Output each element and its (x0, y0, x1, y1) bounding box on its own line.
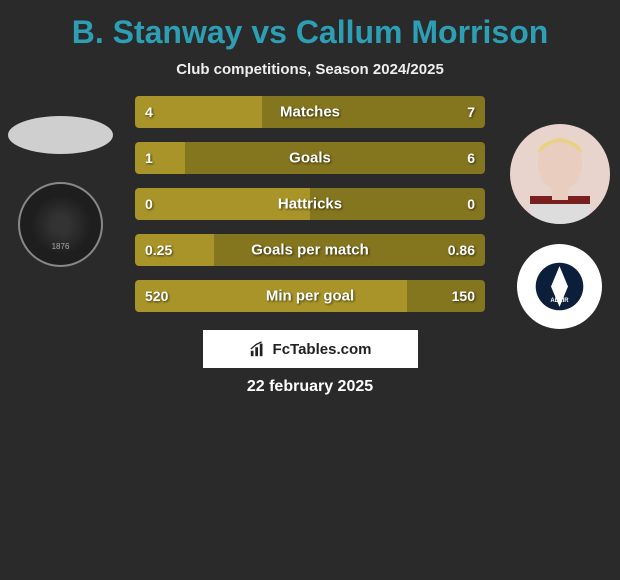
stat-label: Matches (280, 104, 340, 121)
stat-left-value: 1 (145, 150, 153, 166)
stat-left-value: 4 (145, 104, 153, 120)
player-left-avatar (8, 116, 113, 154)
brand-box[interactable]: FcTables.com (203, 330, 418, 368)
date-label: 22 february 2025 (0, 378, 620, 396)
stat-right-value: 0 (467, 196, 475, 212)
bar-left-fill (135, 142, 185, 174)
brand-label: FcTables.com (273, 341, 372, 358)
stat-label: Min per goal (266, 288, 354, 305)
stat-right-value: 150 (452, 288, 475, 304)
stat-right-value: 7 (467, 104, 475, 120)
bar-left-fill (135, 96, 262, 128)
stat-left-value: 520 (145, 288, 168, 304)
page-title: B. Stanway vs Callum Morrison (0, 14, 620, 51)
player-left-column (8, 96, 113, 267)
club-left-crest (18, 182, 103, 267)
subtitle: Club competitions, Season 2024/2025 (0, 61, 620, 78)
stat-row: 4 Matches 7 (135, 96, 485, 128)
chart-icon (249, 340, 267, 358)
club-right-crest: ALKIR (517, 244, 602, 329)
stats-bars: 4 Matches 7 1 Goals 6 0 Hattricks 0 0.25 Goals per… (135, 96, 485, 312)
player-right-column: ALKIR (507, 96, 612, 329)
stat-label: Goals (289, 150, 331, 167)
stat-right-value: 6 (467, 150, 475, 166)
stat-label: Goals per match (251, 242, 369, 259)
stat-row: 0 Hattricks 0 (135, 188, 485, 220)
bar-right-fill (185, 142, 485, 174)
stat-row: 1 Goals 6 (135, 142, 485, 174)
stat-left-value: 0 (145, 196, 153, 212)
player-right-avatar (510, 124, 610, 224)
svg-text:ALKIR: ALKIR (550, 298, 569, 304)
stat-row: 0.25 Goals per match 0.86 (135, 234, 485, 266)
stat-right-value: 0.86 (448, 242, 475, 258)
stat-left-value: 0.25 (145, 242, 172, 258)
stat-row: 520 Min per goal 150 (135, 280, 485, 312)
stat-label: Hattricks (278, 196, 342, 213)
